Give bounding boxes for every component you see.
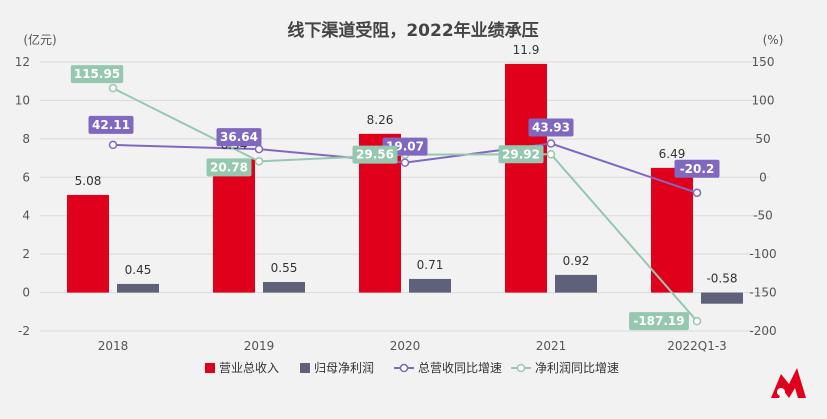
legend-swatch (205, 363, 215, 373)
profit-growth-label-box (206, 158, 252, 177)
legend-label: 营业总收入 (219, 361, 279, 375)
logo-mark (771, 368, 806, 398)
revenue-growth-label-box (674, 159, 720, 178)
revenue-bar-label: 6.49 (659, 147, 686, 161)
profit-growth-label: 115.95 (74, 67, 120, 81)
right-tick-label: 0 (759, 170, 767, 184)
right-tick-label: 50 (755, 132, 770, 146)
chart-title: 线下渠道受阻，2022年业绩承压 (287, 20, 538, 41)
profit-growth-label-box (70, 65, 124, 84)
profit-growth-label: -187.19 (633, 314, 684, 328)
lines (108, 83, 702, 326)
right-tick-label: 150 (752, 55, 775, 69)
profit-growth-point (546, 150, 556, 159)
revenue-growth-label-box (528, 118, 574, 137)
legend-label: 归母净利润 (314, 361, 374, 375)
x-tick-label: 2021 (536, 339, 567, 353)
right-axis-ticks: -200 -150 -100 -50 0 50 100 150 (749, 55, 776, 338)
profit-growth-label-box (629, 312, 689, 331)
profit-growth-label: 29.92 (502, 147, 540, 161)
revenue-bar (213, 159, 255, 293)
net-profit-bar (263, 282, 305, 293)
profit-growth-label: 29.56 (356, 148, 394, 162)
bars (67, 63, 743, 304)
right-axis-unit: (%) (763, 33, 784, 47)
revenue-growth-label: 42.11 (92, 118, 130, 132)
net-profit-bar (555, 274, 597, 293)
revenue-bar (651, 167, 693, 293)
net-profit-bar-label: 0.71 (417, 258, 444, 272)
net-profit-bar-label: 0.92 (563, 254, 590, 268)
left-tick-label: 12 (15, 55, 30, 69)
left-tick-label: 4 (22, 209, 30, 223)
revenue-growth-point (692, 188, 702, 198)
revenue-growth-point (254, 144, 264, 154)
revenue-bar (67, 194, 109, 293)
revenue-bar-label: 11.9 (513, 43, 540, 57)
revenue-bar-label: 5.08 (75, 174, 102, 188)
net-profit-bar (409, 278, 451, 293)
legend: 营业总收入 归母净利润 总营收同比增速 净利润同比增速 (205, 361, 619, 375)
revenue-growth-label-box (216, 128, 262, 147)
profit-growth-point (254, 157, 264, 166)
revenue-growth-label: 43.93 (532, 121, 570, 135)
left-tick-label: 2 (22, 247, 30, 261)
x-tick-label: 2018 (98, 339, 129, 353)
right-tick-label: -100 (749, 247, 776, 261)
revenue-bar (505, 63, 547, 293)
x-tick-label: 2019 (244, 339, 275, 353)
left-tick-label: 6 (22, 170, 30, 184)
profit-growth-point (108, 83, 118, 93)
logo-dot (777, 388, 785, 396)
profit-growth-label-box (498, 145, 544, 164)
x-tick-label: 2020 (390, 339, 421, 353)
revenue-growth-point (108, 140, 118, 150)
legend-marker (516, 363, 526, 373)
legend-swatch (300, 363, 310, 373)
data-labels: 5.086.948.2611.96.490.450.550.710.92-0.5… (70, 43, 738, 331)
right-tick-label: -50 (753, 209, 773, 223)
revenue-growth-label: 36.64 (220, 130, 258, 144)
revenue-growth-point (400, 158, 410, 167)
net-profit-bar (701, 292, 743, 304)
right-tick-label: 100 (752, 93, 775, 107)
x-tick-label: 2022Q1-3 (667, 339, 727, 353)
profit-growth-label-box (352, 145, 398, 164)
left-axis-unit: (亿元) (23, 32, 56, 47)
net-profit-bar-label: -0.58 (706, 272, 737, 286)
legend-marker (399, 363, 409, 373)
brand-logo (771, 368, 806, 398)
left-tick-label: 10 (15, 93, 30, 107)
profit-growth-point (692, 316, 702, 326)
revenue-bar-label: 8.26 (367, 113, 394, 127)
profit-growth-line (112, 87, 698, 322)
profit-growth-label: 20.78 (210, 160, 248, 174)
right-tick-label: -200 (749, 324, 776, 338)
net-profit-bar-label: 0.45 (125, 263, 152, 277)
legend-label: 净利润同比增速 (535, 361, 619, 375)
left-tick-label: 0 (22, 286, 30, 300)
left-axis-ticks: -2 0 2 4 6 8 10 12 (15, 55, 30, 338)
left-tick-label: -2 (18, 324, 30, 338)
revenue-growth-label-box (88, 115, 134, 134)
net-profit-bar (117, 283, 159, 293)
revenue-growth-label: -20.2 (680, 162, 715, 176)
right-tick-label: -150 (749, 286, 776, 300)
left-tick-label: 8 (22, 132, 30, 146)
revenue-growth-point (546, 139, 556, 148)
legend-label: 总营收同比增速 (418, 361, 502, 375)
net-profit-bar-label: 0.55 (271, 261, 298, 275)
x-axis-ticks: 2018 2019 2020 2021 2022Q1-3 (98, 339, 727, 353)
